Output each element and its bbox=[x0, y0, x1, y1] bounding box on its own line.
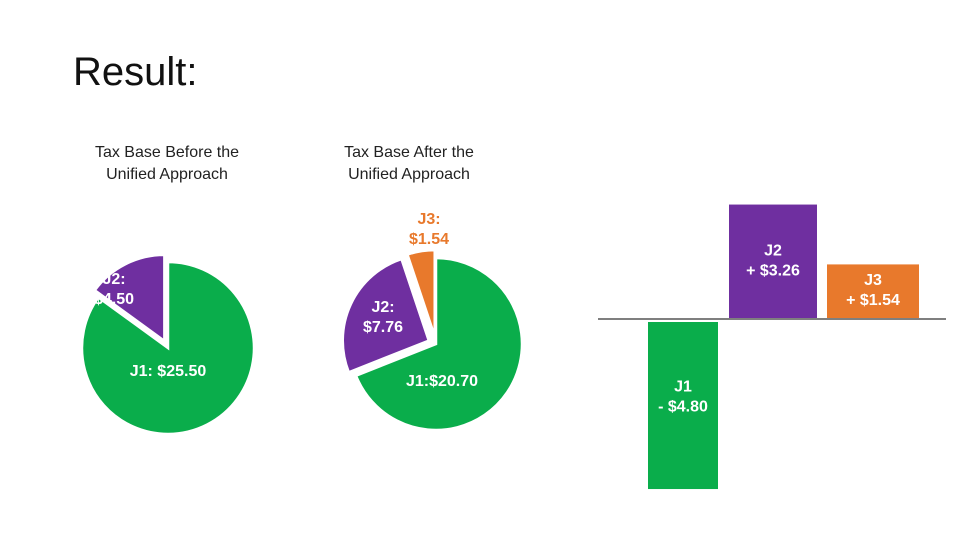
pie-before-title: Tax Base Before the Unified Approach bbox=[62, 142, 272, 186]
pie-after-title: Tax Base After the Unified Approach bbox=[304, 142, 514, 186]
bar-label-j1: J1 - $4.80 bbox=[658, 379, 708, 416]
pie-label-j2-line-2: $4.50 bbox=[94, 291, 134, 308]
pie-slice-j1 bbox=[354, 256, 524, 432]
pie-label-j1: J1: $25.50 bbox=[130, 363, 207, 380]
bar-j1 bbox=[648, 322, 718, 490]
pie-slice-j2 bbox=[341, 257, 431, 374]
pie-slice-j2 bbox=[93, 253, 166, 344]
bar-label-j3-line-1: J3 bbox=[864, 272, 882, 289]
pie-before-title-line-2: Unified Approach bbox=[106, 166, 228, 183]
bar-label-j3-line-2: + $1.54 bbox=[846, 292, 900, 309]
slide-title: Result: bbox=[73, 50, 198, 94]
pie-label-j2-line-2: $7.76 bbox=[363, 319, 403, 336]
pie-before-title-line-1: Tax Base Before the bbox=[94, 144, 240, 161]
pie-label-j2: J2: $7.76 bbox=[363, 299, 403, 336]
bar-label-j2-line-1: J2 bbox=[764, 242, 782, 259]
pie-label-j1: J1:$20.70 bbox=[406, 373, 478, 390]
pie-label-j2: J2: $4.50 bbox=[94, 271, 134, 308]
pie-chart-after: J1:$20.70 J2: $7.76 J3: $1.54 bbox=[341, 211, 524, 432]
pie-chart-before: J1: $25.50 J2: $4.50 bbox=[80, 253, 256, 436]
bar-label-j2: J2 + $3.26 bbox=[746, 242, 800, 279]
pie-label-j3: J3: $1.54 bbox=[409, 211, 449, 248]
bar-label-j1-line-2: - $4.80 bbox=[658, 399, 708, 416]
bar-label-j3: J3 + $1.54 bbox=[846, 272, 900, 309]
bar-j3 bbox=[827, 264, 919, 318]
change-bar-chart: J1 - $4.80 J2 + $3.26 J3 + $1.54 bbox=[598, 204, 946, 490]
pie-label-j2-line-1: J2: bbox=[371, 299, 394, 316]
bar-label-j2-line-2: + $3.26 bbox=[746, 262, 800, 279]
pie-after-title-line-2: Unified Approach bbox=[348, 166, 470, 183]
pie-label-j2-line-1: J2: bbox=[102, 271, 125, 288]
pie-label-j3-line-2: $1.54 bbox=[409, 231, 449, 248]
bar-label-j1-line-1: J1 bbox=[674, 379, 692, 396]
pie-after-title-line-1: Tax Base After the bbox=[344, 144, 474, 161]
pie-label-j3-line-1: J3: bbox=[417, 211, 440, 228]
pie-slice-j1 bbox=[80, 260, 256, 436]
bar-j2 bbox=[729, 204, 817, 318]
pie-slice-j3 bbox=[405, 248, 436, 337]
